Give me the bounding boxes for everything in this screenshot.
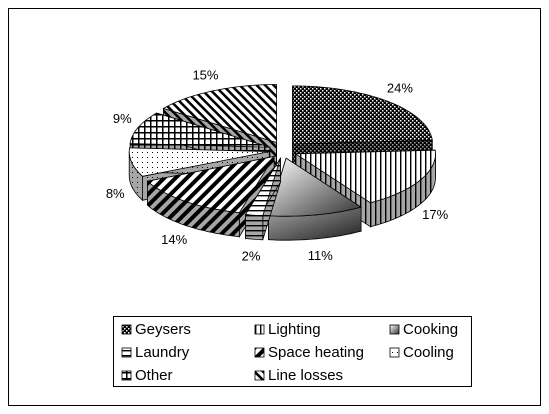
- slice-top: [146, 155, 275, 214]
- slice-top: [294, 149, 436, 204]
- legend-swatch: [121, 324, 132, 335]
- legend-swatch: [254, 370, 265, 381]
- legend-swatch: [121, 370, 132, 381]
- data-label: 8%: [106, 186, 125, 201]
- slice-outer-wall-shade: [129, 151, 143, 201]
- data-label: 15%: [192, 68, 218, 83]
- pie-slice: [146, 155, 275, 239]
- slice-top: [267, 157, 363, 217]
- legend-label: Geysers: [135, 321, 191, 338]
- data-label: 14%: [161, 232, 187, 247]
- slice-outer-wall-shade: [147, 181, 240, 237]
- slice-top: [162, 84, 277, 144]
- pie-slice: [267, 157, 363, 241]
- data-label: 24%: [387, 80, 413, 95]
- legend-swatch: [121, 347, 132, 358]
- slice-top: [244, 158, 281, 217]
- legend-box: [113, 316, 472, 387]
- pie-slice: [244, 156, 281, 241]
- legend-swatch: [389, 324, 400, 335]
- legend-label: Lighting: [268, 321, 321, 338]
- legend-label: Cooking: [403, 321, 458, 338]
- slice-outer-wall-shade: [245, 214, 263, 240]
- legend-label: Cooling: [403, 344, 454, 361]
- slice-top: [292, 85, 433, 145]
- data-label: 17%: [422, 207, 448, 222]
- legend-label: Other: [135, 367, 173, 384]
- slice-top: [128, 147, 270, 177]
- data-label: 2%: [242, 248, 261, 263]
- legend: Geysers Lighting Cooking Laundry Space heati…: [121, 321, 458, 384]
- slice-top: [129, 112, 270, 148]
- legend-swatch: [389, 347, 400, 358]
- legend-label: Line losses: [268, 367, 343, 384]
- legend-label: Space heating: [268, 344, 364, 361]
- legend-label: Laundry: [135, 344, 190, 361]
- data-label: 9%: [113, 111, 132, 126]
- legend-swatch: [254, 324, 265, 335]
- slice-outer-wall-shade: [268, 207, 362, 241]
- data-label: 11%: [308, 248, 333, 263]
- slice-outer-wall-shade: [370, 153, 436, 227]
- legend-swatch: [254, 347, 265, 358]
